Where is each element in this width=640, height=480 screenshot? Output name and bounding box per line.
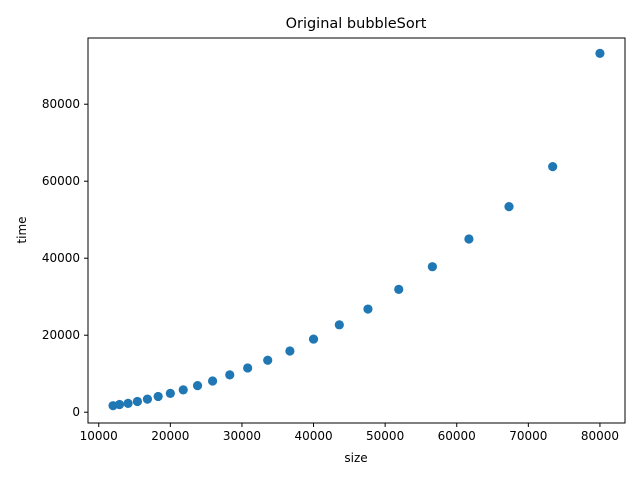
y-tick-label: 40000 [42,251,80,265]
scatter-point [225,370,235,380]
scatter-point [464,234,474,244]
scatter-point [595,48,605,59]
x-axis-label: size [344,451,367,465]
scatter-point [363,304,373,314]
scatter-point [192,381,203,391]
x-tick-label: 80000 [581,429,619,443]
scatter-point [394,284,404,295]
y-axis-label: time [15,216,29,243]
scatter-point [263,355,273,365]
scatter-point [132,396,143,407]
scatter-point [178,385,188,395]
scatter-point [123,398,133,408]
scatter-point [165,388,175,398]
data-points [108,48,605,411]
x-tick-label: 60000 [438,429,476,443]
scatter-point [504,202,514,212]
y-tick-label: 20000 [42,328,80,342]
y-tick-label: 60000 [42,174,80,188]
scatter-point [114,399,125,410]
scatter-point [285,346,295,356]
x-tick-label: 20000 [151,429,189,443]
x-tick-label: 10000 [80,429,118,443]
x-axis: 10000 20000 30000 40000 50000 60000 70000 80000 [80,423,619,443]
x-tick-label: 30000 [223,429,261,443]
chart-title: Original bubbleSort [286,16,427,32]
scatter-point [243,363,253,373]
y-tick-label: 80000 [42,97,80,111]
plot-frame [87,37,626,424]
scatter-point [207,376,218,386]
scatter-point [427,262,437,272]
scatter-point [308,334,319,344]
x-tick-label: 40000 [294,429,332,443]
x-tick-label: 50000 [366,429,404,443]
y-tick-label: 0 [72,405,80,419]
scatter-point [142,394,153,404]
scatter-point [153,391,163,402]
scatter-point [334,320,344,330]
scatter-point [548,161,558,172]
x-tick-label: 70000 [509,429,547,443]
y-axis: 0 20000 40000 60000 80000 [42,97,88,419]
